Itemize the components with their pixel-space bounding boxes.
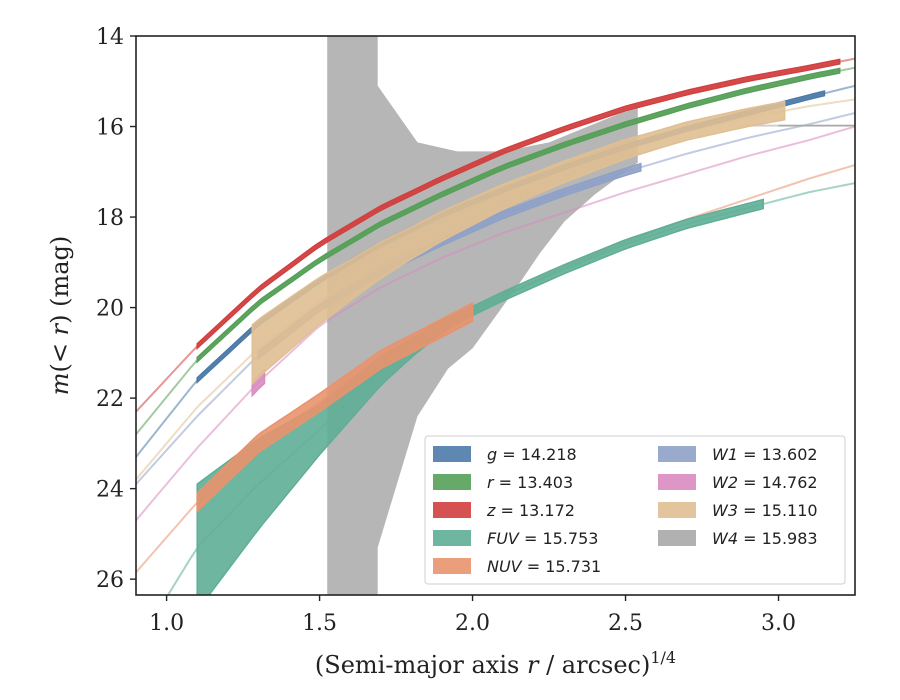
legend-label-w2: W2 = 14.762: [712, 473, 818, 492]
legend-label-fuv: FUV = 15.753: [487, 529, 598, 548]
x-tick-label: 3.0: [761, 611, 796, 636]
y-axis: 14 16 18 20 22 24 26: [96, 25, 136, 593]
y-tick-label: 20: [96, 297, 124, 322]
legend-swatch-nuv: [433, 558, 471, 574]
legend-swatch-fuv: [433, 530, 471, 546]
series-nuv-band: [196, 301, 474, 514]
legend: g = 14.218 r = 13.403 z = 13.172 FUV = 15.7…: [424, 435, 846, 585]
legend-label-nuv: NUV = 15.731: [487, 557, 601, 576]
plot-area: [136, 36, 855, 595]
legend-label-w3: W3 = 15.110: [712, 501, 818, 520]
series-r-band: [196, 67, 841, 364]
legend-swatch-z: [433, 502, 471, 518]
x-tick-label: 1.0: [149, 611, 184, 636]
x-axis-label: (Semi-major axis r / arcsec)1/4: [315, 648, 676, 679]
y-tick-label: 26: [96, 568, 124, 593]
legend-box: [424, 435, 846, 585]
y-tick-label: 14: [96, 25, 124, 50]
legend-swatch-g: [433, 446, 471, 462]
y-tick-label: 22: [96, 387, 124, 412]
legend-swatch-r: [433, 474, 471, 490]
legend-label-w1: W1 = 13.602: [712, 445, 818, 464]
x-tick-label: 2.5: [608, 611, 643, 636]
legend-label-w4: W4 = 15.983: [712, 529, 818, 548]
legend-swatch-w4: [658, 530, 696, 546]
legend-swatch-w1: [658, 446, 696, 462]
y-tick-label: 16: [96, 116, 124, 141]
legend-label-g: g = 14.218: [487, 445, 577, 464]
y-tick-label: 24: [96, 478, 124, 503]
series-z-band: [196, 58, 841, 351]
y-tick-label: 18: [96, 206, 124, 231]
legend-label-r: r = 13.403: [487, 473, 573, 492]
x-tick-label: 2.0: [455, 611, 490, 636]
legend-label-z: z = 13.172: [486, 501, 575, 520]
y-axis-label: m(< r) (mag): [46, 236, 74, 396]
x-axis: 1.0 1.5 2.0 2.5 3.0: [149, 595, 796, 636]
plot-frame: [135, 35, 856, 596]
legend-swatch-w2: [658, 474, 696, 490]
series-w3-band: [251, 100, 786, 386]
legend-swatch-w3: [658, 502, 696, 518]
x-tick-label: 1.5: [302, 611, 337, 636]
